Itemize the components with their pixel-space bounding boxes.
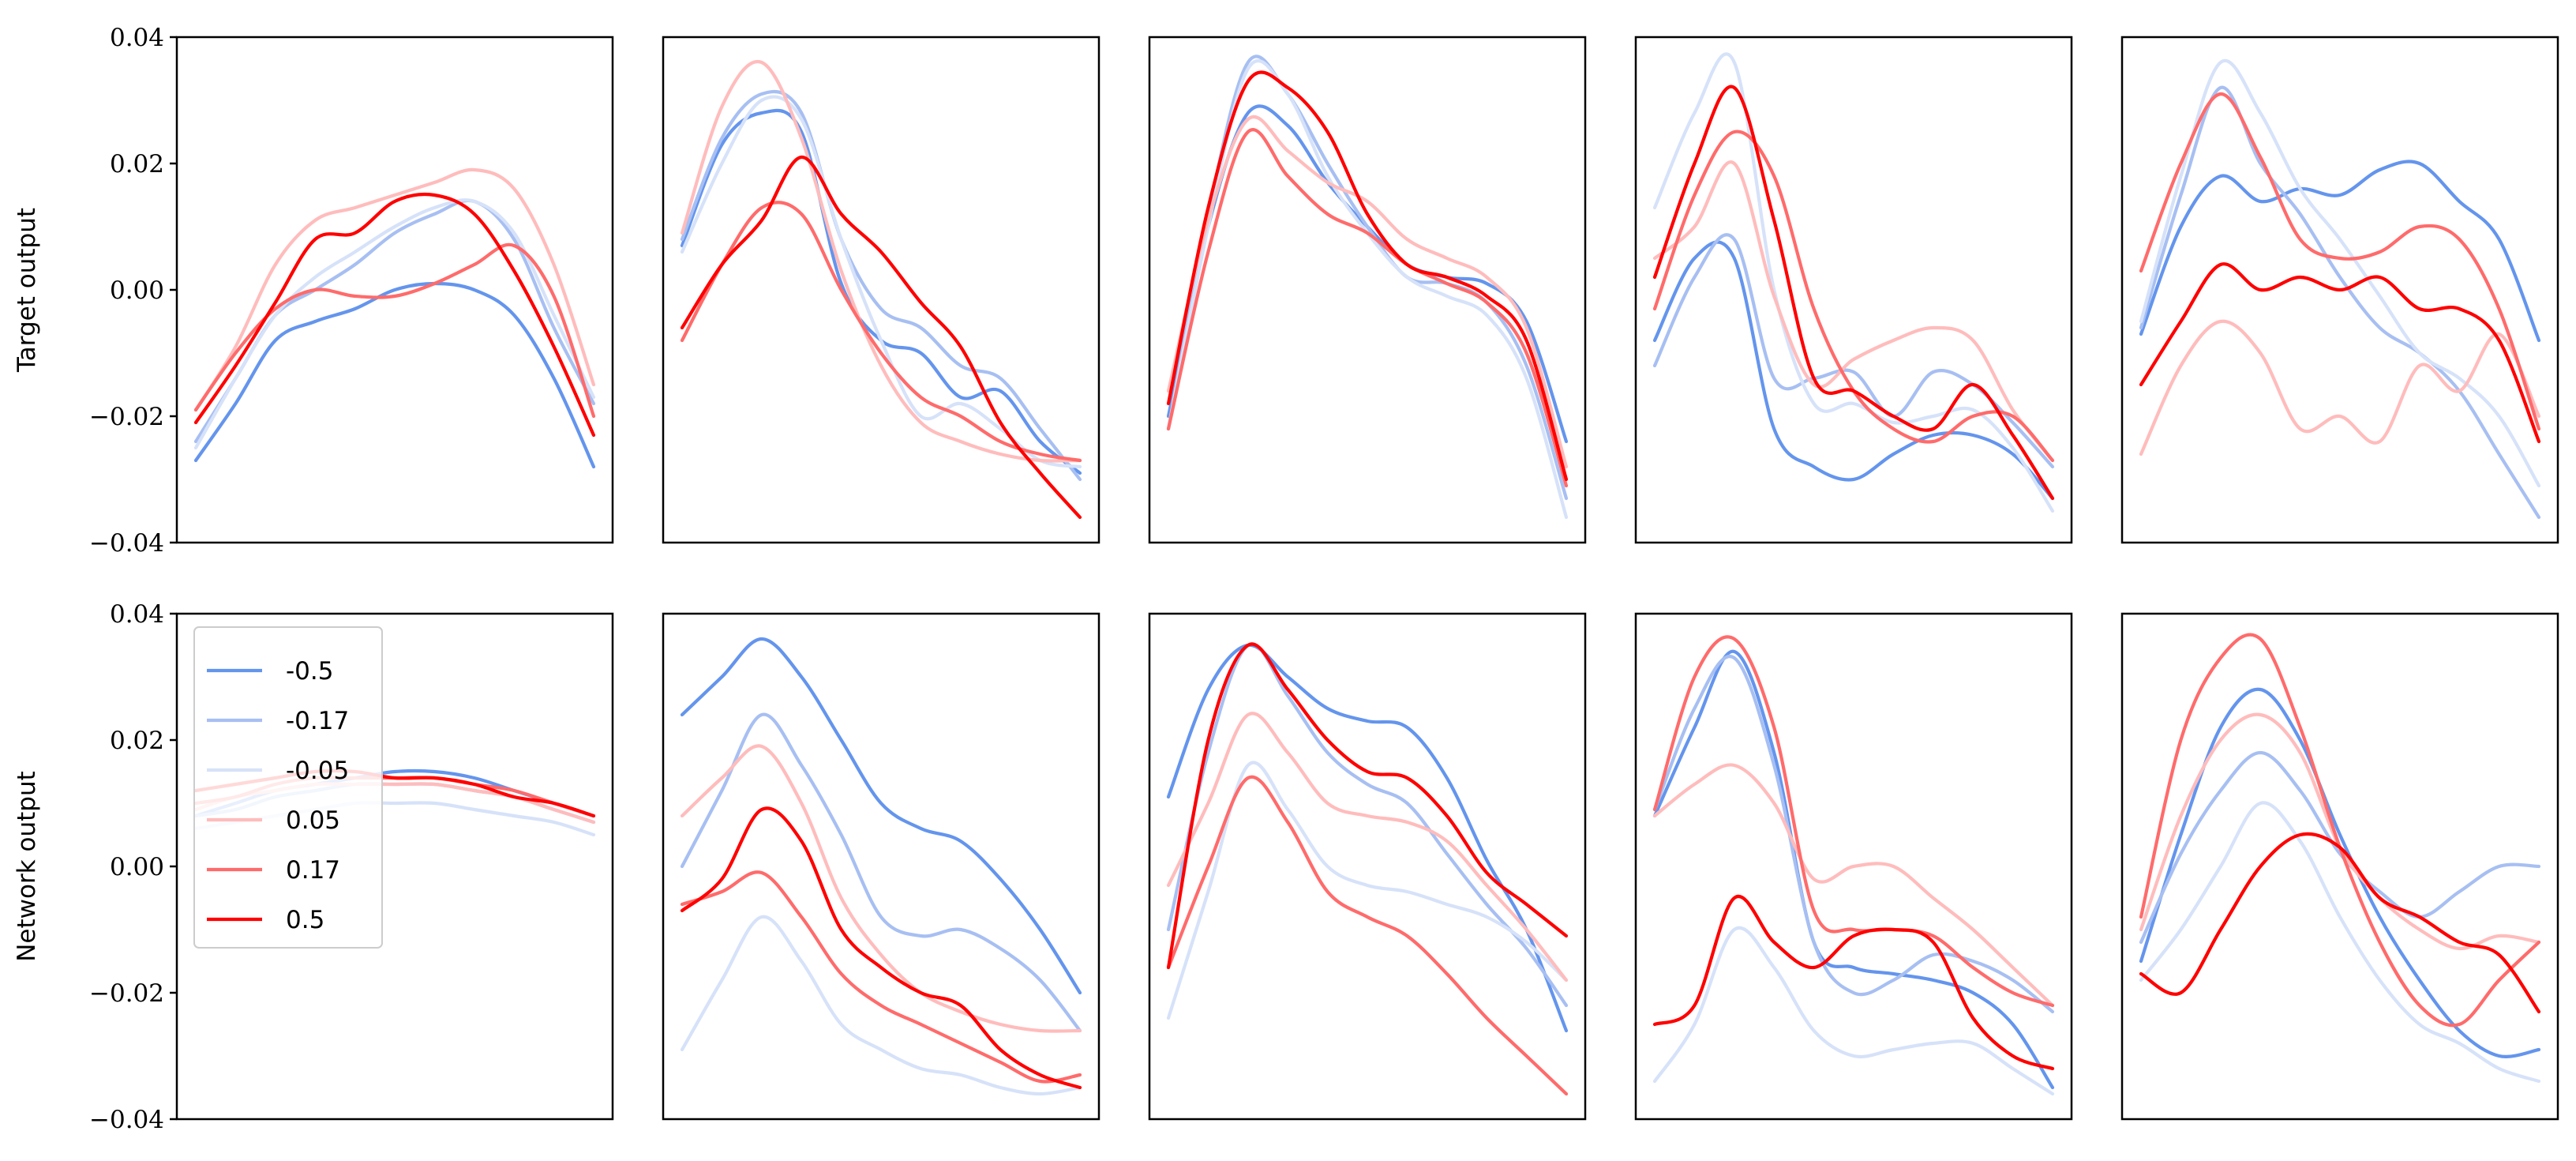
series-line-0.17	[193, 242, 596, 419]
series-line--0.5	[1652, 649, 2055, 1090]
series-line--0.17	[193, 198, 596, 444]
series-line-0.17	[680, 870, 1082, 1084]
series-line-0.17	[2139, 633, 2541, 1028]
panel-frame	[1634, 612, 2073, 1121]
legend-label-0.17: 0.17	[286, 856, 340, 885]
legend-label-0.05: 0.05	[286, 806, 340, 835]
series-line-0.17	[1166, 128, 1569, 488]
series-line-0.17	[680, 201, 1082, 463]
series-line--0.17	[680, 89, 1082, 482]
series-line--0.05	[680, 915, 1082, 1096]
row-ylabel: Target output	[13, 208, 41, 373]
panel-r1-c3	[1148, 36, 1587, 544]
series-line-0.5	[2139, 262, 2541, 444]
series-line-0.05	[2139, 712, 2541, 951]
y-tick-label: −0.04	[89, 529, 164, 558]
series-line-0.05	[1166, 712, 1569, 983]
panel-frame	[2120, 612, 2559, 1121]
series-line--0.5	[2139, 687, 2541, 1058]
panel-r1-c2	[662, 36, 1101, 544]
series-line-0.17	[1166, 775, 1569, 1096]
series-line--0.5	[680, 637, 1082, 995]
panel-frame	[2120, 36, 2559, 544]
series-line-0.05	[680, 59, 1082, 463]
panel-frame	[1634, 36, 2073, 544]
series-line-0.17	[1652, 130, 2055, 463]
series-line--0.17	[1166, 642, 1569, 1008]
panel-frame	[1148, 612, 1587, 1121]
series-line-0.05	[2139, 319, 2541, 457]
series-line--0.05	[1166, 761, 1569, 1020]
row-ylabel: Network output	[13, 771, 41, 962]
panel-r1-c4	[1634, 36, 2073, 544]
y-tick-label: 0.00	[110, 276, 164, 305]
series-line--0.05	[1652, 926, 2055, 1096]
series-line--0.05	[1652, 52, 2055, 513]
series-line-0.5	[1166, 642, 1569, 970]
panel-r2-c2	[662, 612, 1101, 1121]
y-tick-label: 0.02	[110, 150, 164, 178]
panel-frame	[1148, 36, 1587, 544]
series-line-0.5	[680, 806, 1082, 1090]
legend-label-0.5: 0.5	[286, 906, 324, 934]
series-line--0.17	[1652, 233, 2055, 469]
y-tick-label: 0.02	[110, 727, 164, 755]
series-line-0.05	[193, 167, 596, 412]
panel-r2-c4	[1634, 612, 2073, 1121]
panel-r1-c5	[2120, 36, 2559, 544]
row-2: Network output 0.04 0.02 0.00 −0.02 −0.04	[13, 600, 2559, 1134]
panel-r2-c5	[2120, 612, 2559, 1121]
legend: -0.5 -0.17 -0.05 0.05 0.17 0.5	[193, 626, 383, 949]
panel-r2-c3	[1148, 612, 1587, 1121]
series-line-0.17	[1652, 635, 2055, 1008]
series-line--0.17	[1652, 654, 2055, 1014]
legend-label--0.5: -0.5	[286, 657, 334, 686]
series-line-0.05	[680, 744, 1082, 1033]
legend-label--0.05: -0.05	[286, 757, 349, 785]
series-line--0.05	[680, 95, 1082, 469]
series-line-0.5	[1166, 70, 1569, 482]
series-line--0.5	[1166, 643, 1569, 1033]
series-line-0.5	[1652, 894, 2055, 1071]
series-line-0.5	[1652, 85, 2055, 501]
legend-label--0.17: -0.17	[286, 707, 349, 735]
series-line-0.05	[1166, 115, 1569, 469]
series-line--0.17	[2139, 85, 2541, 520]
y-tick-label: −0.04	[89, 1106, 164, 1134]
panel-frame	[662, 612, 1101, 1121]
y-tick-label: 0.04	[110, 600, 164, 629]
y-tick-label: 0.00	[110, 853, 164, 881]
series-line--0.5	[193, 281, 596, 469]
series-line--0.17	[2139, 750, 2541, 945]
series-line-0.05	[1652, 763, 2055, 1008]
series-line-0.5	[2139, 832, 2541, 1014]
row-1: Target output 0.04 0.02 0.00 −0.02 −0.04	[13, 24, 2559, 558]
series-line-0.5	[680, 155, 1082, 520]
series-line--0.17	[680, 712, 1082, 1033]
series-line--0.05	[2139, 801, 2541, 1084]
legend-box	[193, 626, 383, 949]
series-line-0.05	[1652, 160, 2055, 463]
panel-r1-c1: 0.04 0.02 0.00 −0.02 −0.04	[89, 24, 614, 558]
y-tick-label: −0.02	[89, 979, 164, 1008]
series-line-0.5	[193, 192, 596, 438]
series-line--0.05	[193, 198, 596, 450]
series-line--0.5	[680, 108, 1082, 475]
y-tick-label: −0.02	[89, 403, 164, 431]
y-tick-label: 0.04	[110, 24, 164, 52]
series-line-0.17	[2139, 92, 2541, 431]
panel-frame	[662, 36, 1101, 544]
series-line--0.17	[1166, 54, 1569, 501]
series-line--0.5	[2139, 160, 2541, 343]
